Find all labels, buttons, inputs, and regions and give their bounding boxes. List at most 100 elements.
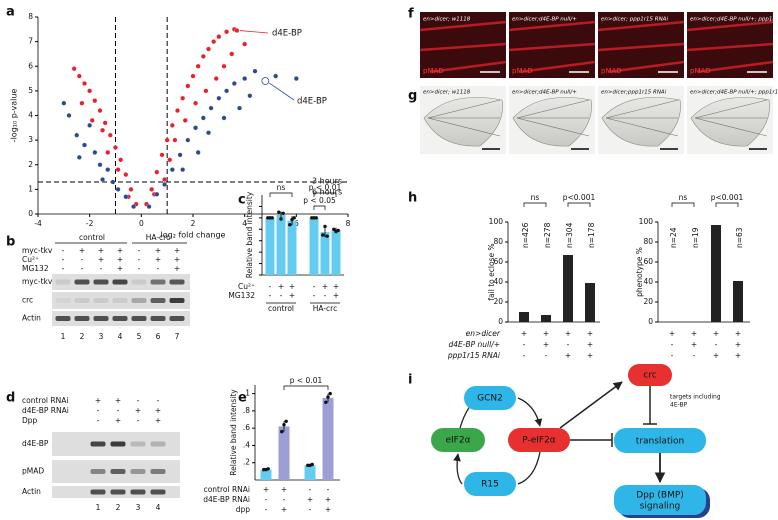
point (162, 181, 168, 187)
point (206, 130, 211, 136)
bar (322, 397, 334, 480)
point (169, 122, 175, 128)
significance-bracket (269, 192, 293, 197)
x-tick-label: -4 (34, 219, 42, 228)
condition-sign: + (713, 351, 719, 360)
point (200, 115, 206, 121)
bar (331, 230, 341, 275)
y-tick-label: 80 (493, 237, 503, 246)
point (76, 73, 82, 79)
lane-number: 2 (116, 503, 121, 512)
condition-sign: + (691, 340, 697, 349)
y-tick-label: 0 (648, 317, 653, 326)
bar (276, 215, 286, 275)
arrow (517, 451, 541, 485)
condition-sign: - (97, 406, 100, 415)
condition-sign: + (713, 329, 719, 338)
point (115, 167, 121, 173)
point (172, 137, 178, 143)
condition-sign: + (115, 396, 121, 405)
condition-sign: - (671, 340, 674, 349)
data-point (292, 216, 296, 220)
condition-label: d4E-BP RNAi (22, 406, 69, 415)
condition-sign: - (324, 291, 327, 300)
condition-label: d4E-BP RNAi (203, 495, 250, 504)
point (247, 93, 253, 99)
point (169, 167, 175, 173)
band (130, 441, 146, 447)
condition-sign: - (62, 255, 65, 264)
point (182, 117, 188, 123)
condition-sign: - (157, 264, 160, 273)
vein-signal (419, 20, 507, 32)
y-tick-label: 4 (28, 111, 33, 120)
condition-sign: - (280, 291, 283, 300)
data-point (332, 227, 336, 231)
panel-label: f (408, 7, 414, 22)
condition-sign: - (97, 416, 100, 425)
wing-vein (694, 99, 768, 119)
y-tick-label: 1 (245, 389, 250, 398)
x-tick-label: 4 (242, 219, 247, 228)
band-label: d4E-BP (22, 439, 49, 448)
point (211, 39, 217, 45)
lane-number: 4 (156, 503, 161, 512)
vein-signal (429, 60, 507, 74)
significance-label: ns (277, 183, 286, 192)
node-label: GCN2 (477, 394, 503, 404)
node-label: R15 (481, 480, 499, 490)
condition-sign: - (81, 255, 84, 264)
condition-sign: - (313, 291, 316, 300)
data-point (277, 210, 281, 214)
band (93, 298, 109, 303)
y-tick-label: .2 (243, 458, 250, 467)
band (150, 298, 166, 303)
point (92, 149, 98, 155)
point (82, 81, 87, 86)
condition-sign: + (543, 329, 549, 338)
image-label: en>dicer; ppp1r15 RNAi (601, 17, 668, 23)
condition-sign: + (117, 255, 123, 264)
x-tick-label: 2 (191, 219, 196, 228)
significance-bracket (567, 202, 591, 207)
y-tick-label: 6 (28, 61, 33, 70)
y-axis-label: Relative band intensity (245, 191, 254, 278)
condition-label: MG132 (228, 291, 255, 300)
condition-sign: + (135, 406, 141, 415)
bar (563, 255, 573, 322)
condition-sign: + (669, 329, 675, 338)
data-point (326, 395, 330, 399)
point (167, 157, 173, 163)
lane-number: 3 (99, 332, 104, 341)
node-dpp (614, 485, 706, 515)
data-point (266, 467, 270, 471)
condition-sign: - (269, 291, 272, 300)
band (55, 298, 71, 303)
condition-sign: + (735, 351, 741, 360)
n-label: n=24 (669, 227, 678, 248)
x-tick-label: -2 (86, 219, 94, 228)
data-point (288, 223, 292, 227)
wing-vein (605, 99, 679, 119)
image-label: en>dicer;ppp1r15 RNAi (601, 90, 667, 96)
group-label: HA-crc (146, 233, 170, 242)
group-label: control (268, 304, 294, 313)
point (154, 169, 160, 175)
significance-bracket (671, 202, 695, 207)
y-tick-label: 100 (639, 217, 654, 226)
band (131, 316, 147, 321)
band-label: crc (22, 296, 33, 305)
point (216, 95, 222, 101)
lane-number: 7 (175, 332, 180, 341)
x-tick-label: 8 (346, 219, 351, 228)
condition-sign: + (565, 329, 571, 338)
band (130, 489, 146, 495)
lane-number: 1 (61, 332, 66, 341)
significance-label: p<0.001 (563, 193, 596, 202)
point (123, 172, 129, 178)
condition-label: MG132 (22, 264, 49, 273)
wing (512, 97, 592, 147)
pathway-diagram: GCN2 eIF2α P-eIF2α R15 crc targets inclu… (431, 364, 721, 518)
condition-sign: - (81, 264, 84, 273)
